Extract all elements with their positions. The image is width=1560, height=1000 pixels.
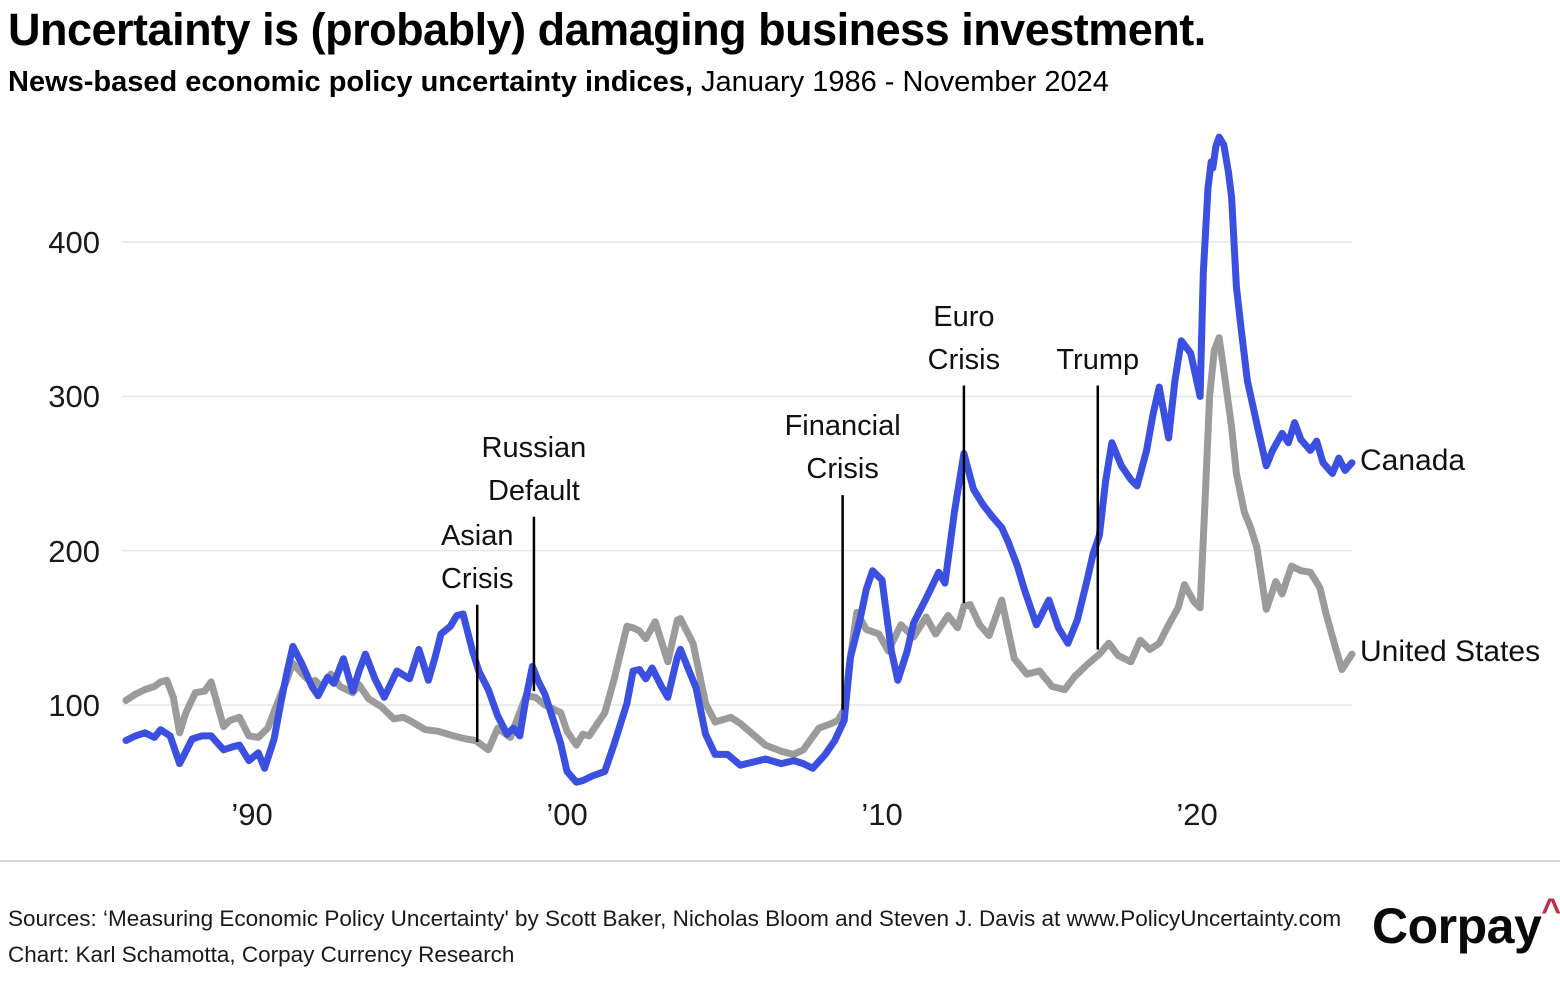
- series-label-united-states: United States: [1360, 635, 1541, 669]
- subtitle-bold: News-based economic policy uncertainty i…: [8, 66, 693, 98]
- series-label-canada: Canada: [1360, 443, 1466, 477]
- series-line-united-states: [122, 334, 1356, 758]
- y-axis-tick-200: 200: [48, 533, 100, 569]
- annotation-label-euro-crisis: Euro Crisis: [927, 300, 1001, 376]
- x-axis-tick-1990: ’90: [231, 797, 273, 832]
- corpay-caret-icon: ^: [1541, 892, 1560, 930]
- sources-block: Sources: ‘Measuring Economic Policy Unce…: [8, 901, 1341, 973]
- sources-line: Sources: ‘Measuring Economic Policy Unce…: [8, 906, 1342, 931]
- y-axis-tick-300: 300: [48, 379, 100, 415]
- y-axis-tick-100: 100: [48, 688, 100, 723]
- subtitle-period: January 1986 - November 2024: [692, 66, 1109, 98]
- x-axis-tick-2000: ’00: [546, 797, 588, 832]
- y-axis-tick-400: 400: [48, 225, 100, 261]
- x-axis-tick-2010: ’10: [861, 797, 903, 832]
- series-line-canada: [122, 133, 1356, 786]
- corpay-logo: Corpay ^: [1372, 892, 1560, 954]
- annotation-label-trump: Trump: [1056, 343, 1140, 376]
- chart-subtitle: News-based economic policy uncertainty i…: [8, 66, 1109, 99]
- annotation-label-financial-crisis: Financial Crisis: [784, 410, 901, 486]
- chart-title: Uncertainty is (probably) damaging busin…: [8, 4, 1206, 55]
- chart-credit-line: Chart: Karl Schamotta, Corpay Currency R…: [8, 942, 515, 967]
- annotation-label-asian-crisis: Asian Crisis: [440, 519, 514, 595]
- corpay-logo-text: Corpay: [1372, 898, 1542, 954]
- footer-divider: [0, 860, 1560, 862]
- annotation-label-russian-default: Russian Default: [481, 431, 587, 507]
- x-axis-tick-2020: ’20: [1176, 797, 1218, 832]
